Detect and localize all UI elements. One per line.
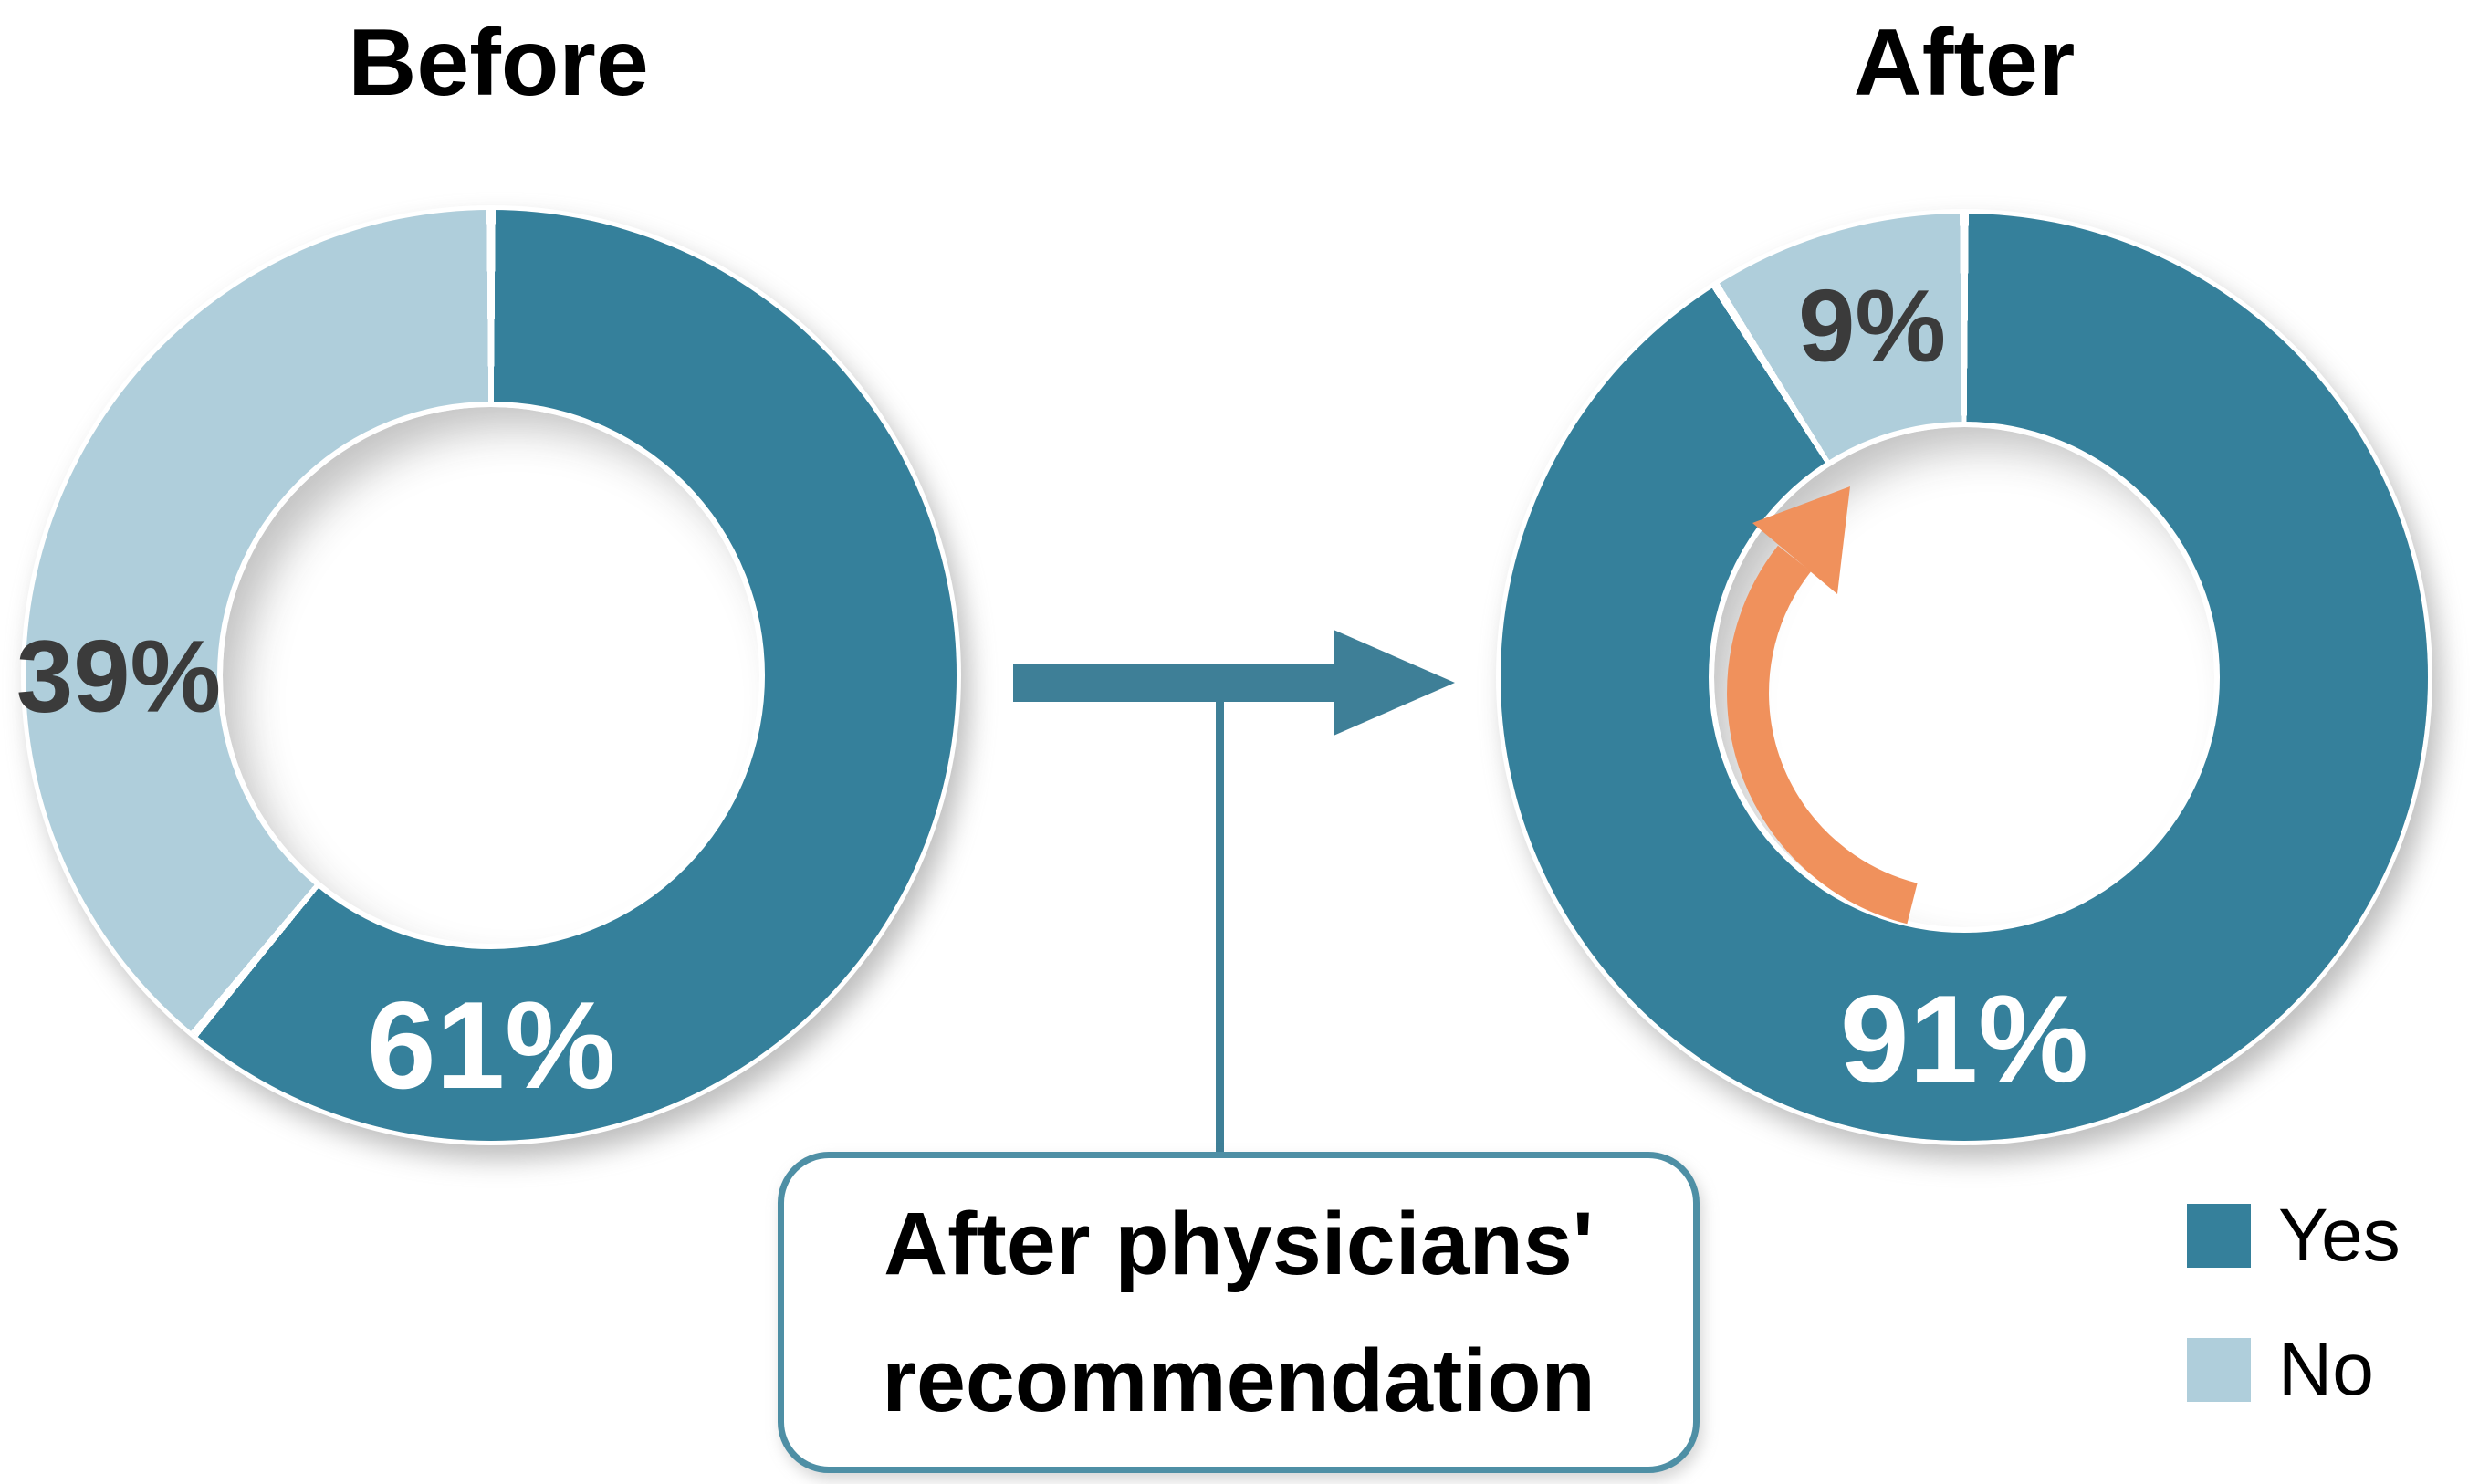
- legend-item-yes: Yes: [2187, 1198, 2401, 1273]
- legend-label-yes: Yes: [2278, 1194, 2401, 1277]
- legend-label-no: No: [2278, 1328, 2374, 1411]
- annotation-line-1: After physicians': [884, 1193, 1594, 1293]
- connector-line: [1216, 698, 1224, 1155]
- annotation-box: After physicians' recommendation: [778, 1152, 1700, 1473]
- no-swatch-icon: [2187, 1338, 2251, 1402]
- legend-item-no: No: [2187, 1332, 2401, 1407]
- before-donut-chart: [26, 210, 957, 1141]
- annotation-line-2: recommendation: [882, 1331, 1595, 1430]
- yes-swatch-icon: [2187, 1204, 2251, 1268]
- before-no-percentage-label: 39%: [16, 619, 222, 734]
- transition-arrow-icon: [1013, 630, 1455, 736]
- before-chart-title: Before: [348, 10, 649, 116]
- before-yes-percentage-label: 61%: [366, 976, 616, 1114]
- after-yes-percentage-label: 91%: [1839, 969, 2089, 1108]
- after-chart-title: After: [1853, 10, 2076, 116]
- legend: Yes No: [2187, 1198, 2401, 1407]
- after-donut-hole: [1709, 422, 2220, 933]
- after-no-percentage-label: 9%: [1798, 268, 1946, 383]
- before-donut-hole: [217, 402, 765, 949]
